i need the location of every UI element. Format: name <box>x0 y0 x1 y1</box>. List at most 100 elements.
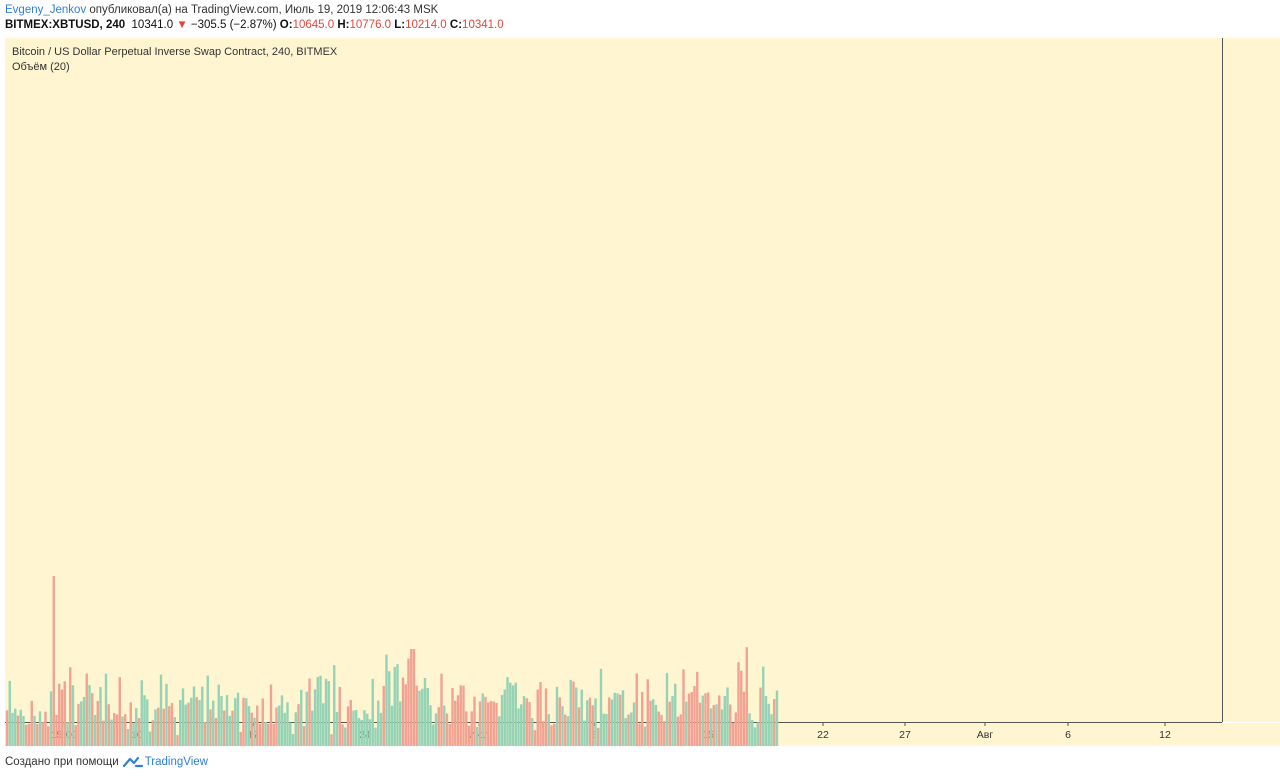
volume-bar <box>775 690 779 746</box>
volume-bar <box>577 707 581 746</box>
price-chart[interactable]: Bitcoin / US Dollar Perpetual Inverse Sw… <box>0 36 1280 746</box>
time-tick-label: 8 <box>591 729 597 741</box>
volume-bar <box>203 721 207 746</box>
volume-bar <box>212 700 215 746</box>
volume-bar <box>195 697 198 746</box>
volume-bar <box>423 677 427 746</box>
volume-bar <box>181 688 185 746</box>
volume-bar <box>44 711 47 746</box>
volume-bar <box>118 677 121 746</box>
volume-bar <box>99 687 102 746</box>
volume-bar <box>223 710 226 746</box>
volume-bar <box>19 709 22 746</box>
volume-bar <box>544 688 548 746</box>
volume-bar <box>113 713 116 746</box>
volume-bar <box>401 677 405 746</box>
volume-bar <box>748 713 751 746</box>
volume-bar <box>80 701 83 746</box>
volume-bar <box>462 685 465 746</box>
volume-bar <box>745 647 748 746</box>
volume-bar <box>643 726 647 746</box>
volume-bar <box>759 687 762 746</box>
last-price: 10341.0 <box>131 19 174 31</box>
volume-bar <box>531 718 534 746</box>
author-link[interactable]: Evgeny_Jenkov <box>5 4 87 16</box>
volume-bar <box>451 688 454 746</box>
volume-bar <box>165 683 168 746</box>
volume-bar <box>25 724 28 746</box>
volume-bar <box>267 723 270 746</box>
volume-bar <box>591 705 594 746</box>
time-tick-label: 22 <box>817 729 829 741</box>
volume-bar <box>657 711 660 746</box>
volume-bar <box>566 716 570 746</box>
volume-bar <box>360 719 363 746</box>
volume-bar <box>190 697 193 746</box>
volume-bar <box>624 718 627 746</box>
symbol-ohlc: BITMEX:XBTUSD, 240 10341.0 ▼ −305.5 (−2.… <box>5 19 504 31</box>
time-tick-label: 27 <box>899 729 911 741</box>
volume-bar <box>696 671 699 746</box>
volume-bar <box>96 700 99 746</box>
volume-bar <box>368 719 372 746</box>
volume-bar <box>489 700 493 746</box>
volume-bar <box>558 697 561 746</box>
volume-bar <box>355 709 358 746</box>
volume-bar <box>432 724 435 746</box>
volume-bar <box>102 720 105 746</box>
volume-bar <box>311 710 314 746</box>
volume-bar <box>135 708 138 746</box>
volume-bar <box>192 686 196 746</box>
volume-bar <box>30 700 33 746</box>
volume-bar <box>143 695 146 746</box>
volume-bar <box>93 714 97 746</box>
volume-bar <box>8 680 11 746</box>
volume-bar <box>572 681 575 746</box>
volume-bar <box>412 649 416 746</box>
volume-bar <box>286 702 289 746</box>
volume-bar <box>407 658 410 746</box>
volume-bar <box>346 706 350 746</box>
volume-bar <box>665 672 669 746</box>
volume-bar <box>753 727 757 746</box>
volume-bar <box>319 675 322 746</box>
volume-bar <box>429 705 432 746</box>
volume-bar <box>349 699 352 746</box>
volume-bar <box>308 678 311 746</box>
volume-bar <box>586 700 589 746</box>
volume-bar <box>239 732 242 746</box>
volume-bar <box>393 666 396 746</box>
volume-bar <box>302 726 306 746</box>
volume-bar <box>674 683 677 746</box>
volume-bar <box>476 726 479 746</box>
volume-bar <box>22 716 25 746</box>
volume-bar <box>723 695 726 746</box>
volume-bar <box>553 723 556 746</box>
time-tick-label: 6 <box>1065 729 1071 741</box>
volume-bar <box>594 698 597 746</box>
volume-bar <box>333 665 336 746</box>
volume-bar <box>291 734 295 746</box>
plot-background <box>5 38 1222 722</box>
volume-bar <box>731 722 735 746</box>
tradingview-link[interactable]: TradingView <box>144 756 208 768</box>
volume-bar <box>478 701 482 746</box>
volume-bar <box>214 718 218 746</box>
volume-bar <box>434 713 438 746</box>
volume-bar <box>682 669 685 746</box>
volume-bar <box>176 735 179 746</box>
volume-bar <box>511 685 515 746</box>
volume-bar <box>698 702 702 746</box>
volume-bar <box>646 679 649 746</box>
volume-bar <box>228 715 231 746</box>
close-label: C: <box>449 19 463 31</box>
volume-bar <box>327 680 330 746</box>
volume-bar <box>209 709 212 746</box>
volume-bar <box>324 678 328 746</box>
volume-bar <box>38 711 42 746</box>
volume-bar <box>550 725 553 746</box>
volume-bar <box>410 649 413 746</box>
volume-bar <box>399 701 402 746</box>
chart-header: Evgeny_Jenkov опубликовал(а) на TradingV… <box>0 0 1280 36</box>
volume-bar <box>514 682 517 746</box>
